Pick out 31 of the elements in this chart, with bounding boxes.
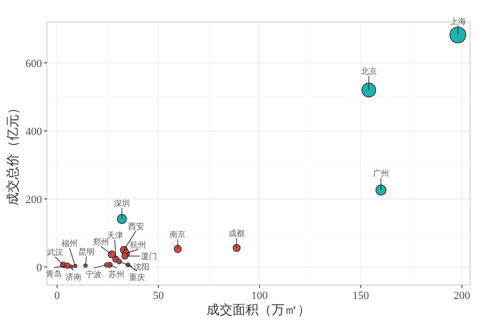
annotation: 北京	[360, 67, 377, 76]
annotation: 郑州	[92, 237, 109, 246]
annotation: 广州	[372, 169, 389, 178]
annotation: 武汉	[47, 248, 64, 257]
x-tick-label: 150	[352, 290, 370, 302]
x-tick-label: 0	[54, 290, 60, 302]
y-tick-label: 400	[26, 126, 42, 138]
annotation: 沈阳	[133, 262, 150, 272]
annotation: 厦门	[140, 252, 157, 262]
y-tick-label: 600	[26, 58, 42, 70]
y-tick-label: 0	[36, 262, 42, 274]
annotation: 成都	[228, 228, 245, 238]
annotation: 杭州	[128, 240, 146, 250]
y-tick-label: 200	[26, 194, 42, 206]
annotation: 上海	[450, 16, 466, 26]
annotation: 福州	[61, 238, 78, 248]
x-tick-label: 100	[251, 290, 268, 302]
annotation: 苏州	[108, 270, 125, 279]
annotation: 南京	[170, 230, 186, 239]
annotation: 济南	[65, 272, 82, 282]
annotation: 重庆	[128, 272, 145, 282]
annotation: 天津	[106, 231, 123, 240]
annotation: 昆明	[78, 248, 94, 257]
x-axis-title: 成交面积（万㎡）	[206, 302, 310, 317]
annotation: 西安	[128, 222, 144, 231]
annotation: 深圳	[114, 198, 130, 208]
annotation: 宁波	[86, 270, 102, 279]
x-tick-label: 50	[152, 290, 164, 302]
x-tick-label: 200	[454, 290, 471, 302]
y-axis-title: 成交总价（亿元）	[5, 102, 20, 206]
annotation: 青岛	[46, 270, 62, 279]
